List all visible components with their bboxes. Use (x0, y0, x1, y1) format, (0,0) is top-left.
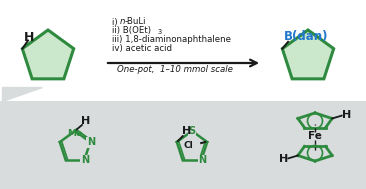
Text: H: H (24, 31, 34, 44)
Text: Me: Me (67, 129, 82, 138)
Text: One-pot,  1–10 mmol scale: One-pot, 1–10 mmol scale (117, 66, 233, 74)
Text: S: S (188, 125, 195, 136)
Text: Fe: Fe (308, 131, 322, 141)
Text: N: N (81, 155, 89, 165)
Text: ii) B(OEt): ii) B(OEt) (112, 26, 151, 36)
Text: B(dan): B(dan) (284, 30, 328, 43)
Text: H: H (182, 126, 191, 136)
Text: n: n (120, 18, 126, 26)
Bar (0, 101, 366, 189)
Text: -BuLi: -BuLi (125, 18, 146, 26)
Text: Cl: Cl (183, 141, 193, 149)
Text: H: H (279, 154, 288, 164)
Text: H: H (342, 110, 351, 120)
Text: N: N (198, 155, 206, 165)
Text: i): i) (112, 18, 120, 26)
Text: iii) 1,8-diaminonaphthalene: iii) 1,8-diaminonaphthalene (112, 36, 231, 44)
Polygon shape (22, 30, 74, 79)
Text: iv) acetic acid: iv) acetic acid (112, 44, 172, 53)
Text: N: N (87, 137, 95, 147)
Polygon shape (2, 87, 42, 101)
Text: H: H (81, 116, 91, 126)
Text: 3: 3 (158, 29, 162, 36)
Polygon shape (282, 30, 334, 79)
